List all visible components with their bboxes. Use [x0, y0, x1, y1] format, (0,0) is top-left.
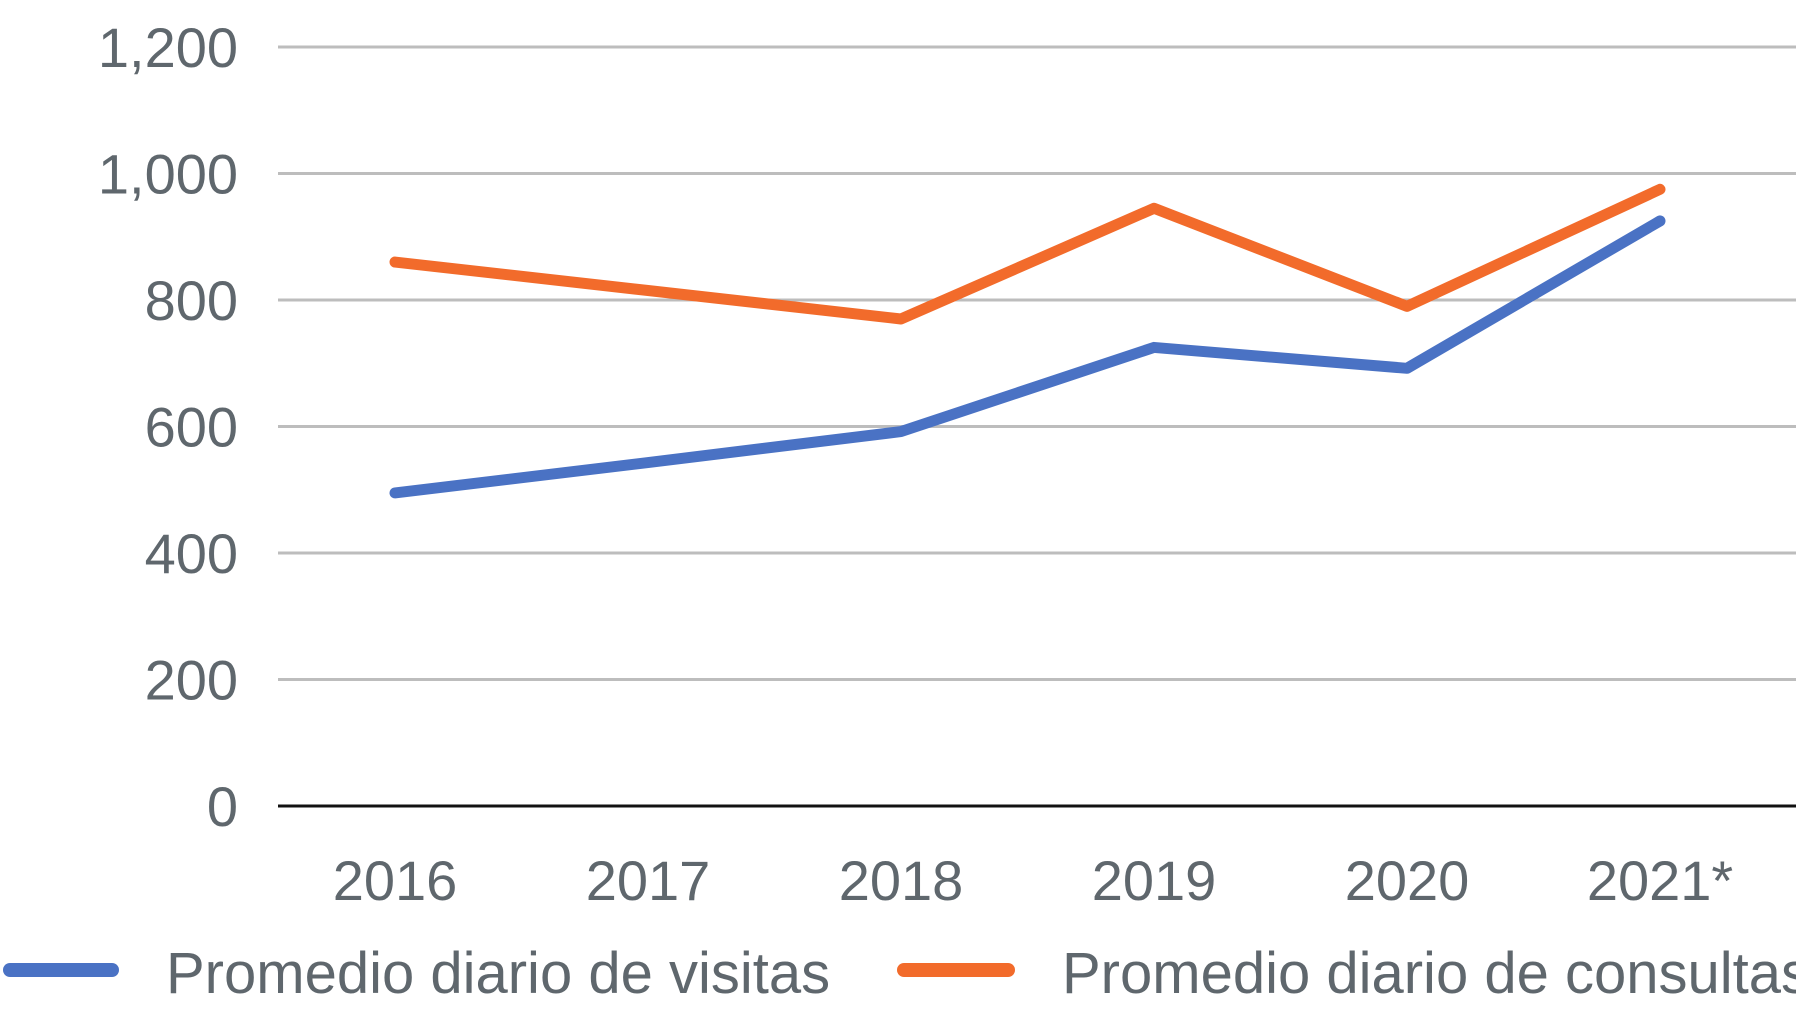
legend-label-visitas: Promedio diario de visitas	[166, 941, 830, 1006]
x-tick-label: 2019	[1092, 849, 1217, 912]
y-tick-label: 200	[145, 649, 238, 712]
x-axis-tick-labels: 2016 2017 2018 2019 2020 2021*	[333, 849, 1733, 912]
gridlines	[278, 45, 1796, 808]
x-tick-label: 2017	[586, 849, 711, 912]
x-tick-label: 2018	[839, 849, 964, 912]
legend: Promedio diario de visitas Promedio diar…	[3, 941, 1796, 1006]
y-tick-label: 1,000	[98, 143, 238, 206]
y-tick-label: 0	[207, 775, 238, 838]
y-tick-label: 800	[145, 269, 238, 332]
series-lines	[389, 183, 1666, 499]
y-tick-label: 1,200	[98, 16, 238, 79]
x-tick-label: 2021*	[1587, 849, 1733, 912]
y-tick-label: 600	[145, 396, 238, 459]
y-axis-tick-labels: 0 200 400 600 800 1,000 1,200	[98, 16, 238, 838]
legend-label-consultas: Promedio diario de consultas	[1062, 941, 1796, 1006]
x-tick-label: 2016	[333, 849, 458, 912]
series-line-1	[389, 183, 1666, 325]
x-tick-label: 2020	[1345, 849, 1470, 912]
y-tick-label: 400	[145, 522, 238, 585]
series-line-0	[389, 215, 1666, 499]
